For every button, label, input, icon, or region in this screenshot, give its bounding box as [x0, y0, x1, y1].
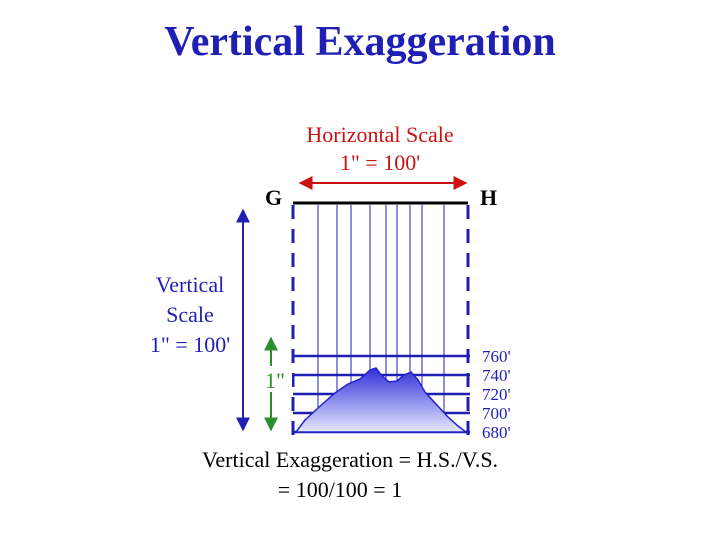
vertical-scale-line1: Vertical: [156, 272, 224, 297]
horizontal-scale-label: Horizontal Scale: [306, 122, 453, 147]
horizontal-scale-value: 1" = 100': [340, 150, 420, 175]
elevation-label-720: 720': [482, 385, 511, 404]
vertical-scale-value: 1" = 100': [150, 332, 230, 357]
elevation-label-680: 680': [482, 423, 511, 442]
elevation-label-740: 740': [482, 366, 511, 385]
terrain-profile: [294, 367, 469, 433]
endpoint-h-label: H: [480, 185, 497, 210]
elevation-label-700: 700': [482, 404, 511, 423]
inch-marker-label: 1": [265, 368, 285, 393]
formula-line1: Vertical Exaggeration = H.S./V.S.: [202, 447, 498, 472]
inch-marker-label-bg: [258, 366, 292, 392]
vertical-scale-line2: Scale: [166, 302, 214, 327]
page-title: Vertical Exaggeration: [164, 19, 556, 65]
endpoint-g-label: G: [265, 185, 282, 210]
formula-line2: = 100/100 = 1: [278, 477, 402, 502]
elevation-label-760: 760': [482, 347, 511, 366]
